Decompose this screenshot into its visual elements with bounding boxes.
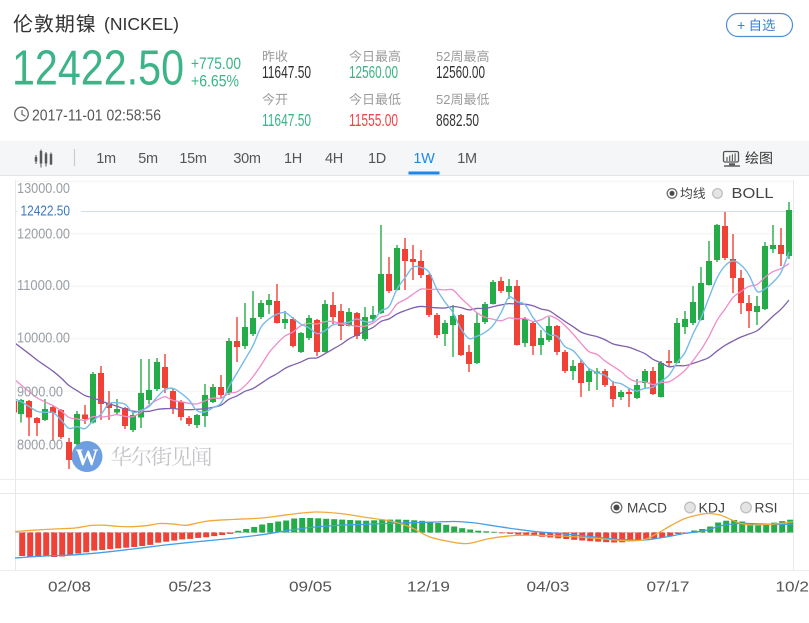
svg-text:12422.50: 12422.50 (21, 204, 71, 220)
svg-text:1m: 1m (96, 151, 116, 167)
svg-text:9000.00: 9000.00 (17, 384, 63, 401)
svg-text:02/08: 02/08 (48, 579, 91, 596)
svg-text:1H: 1H (284, 151, 302, 167)
svg-text:07/17: 07/17 (647, 579, 690, 596)
svg-text:5m: 5m (138, 151, 158, 167)
svg-text:11647.50: 11647.50 (262, 62, 311, 82)
svg-text:10/23: 10/23 (776, 579, 809, 596)
svg-text:+775.00: +775.00 (191, 54, 241, 73)
svg-text:12000.00: 12000.00 (17, 226, 70, 243)
svg-text:+: + (737, 17, 745, 33)
svg-text:8682.50: 8682.50 (436, 110, 479, 130)
svg-text:04/03: 04/03 (527, 579, 570, 596)
svg-text:12422.50: 12422.50 (12, 42, 184, 96)
svg-text:W: W (76, 445, 99, 470)
svg-text:11555.00: 11555.00 (349, 110, 398, 130)
svg-text:4H: 4H (325, 151, 343, 167)
svg-text:1W: 1W (413, 151, 435, 167)
svg-text:09/05: 09/05 (289, 579, 332, 596)
svg-text:8000.00: 8000.00 (17, 437, 63, 454)
svg-text:12560.00: 12560.00 (436, 62, 485, 82)
svg-text:13000.00: 13000.00 (17, 180, 70, 197)
svg-text:05/23: 05/23 (169, 579, 212, 596)
svg-text:+6.65%: +6.65% (191, 72, 239, 91)
svg-text:11647.50: 11647.50 (262, 110, 311, 130)
svg-text:BOLL: BOLL (732, 185, 774, 202)
svg-text:30m: 30m (233, 151, 261, 167)
svg-text:1M: 1M (457, 151, 477, 167)
svg-text:1D: 1D (368, 151, 386, 167)
svg-text:11000.00: 11000.00 (17, 277, 70, 294)
svg-text:15m: 15m (179, 151, 207, 167)
svg-text:2017-11-01 02:58:56: 2017-11-01 02:58:56 (32, 108, 161, 125)
svg-text:MACD: MACD (627, 500, 667, 516)
svg-text:52: 52 (436, 92, 450, 107)
svg-text:10000.00: 10000.00 (17, 330, 70, 347)
svg-text:RSI: RSI (755, 500, 778, 516)
svg-text:12560.00: 12560.00 (349, 62, 398, 82)
svg-text:(NICKEL): (NICKEL) (104, 14, 179, 34)
svg-text:12/19: 12/19 (407, 579, 450, 596)
